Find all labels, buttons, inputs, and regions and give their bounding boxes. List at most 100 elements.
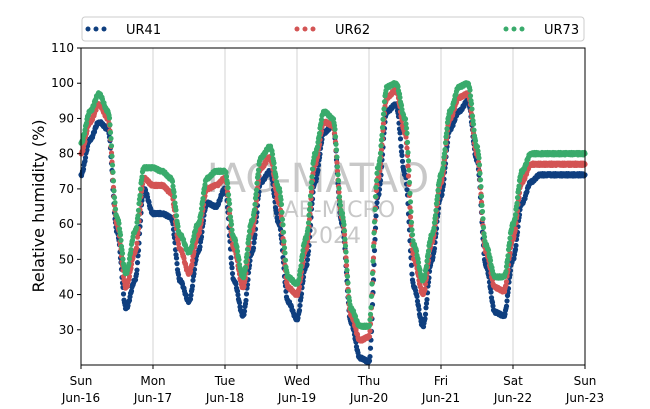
trace-dot — [171, 194, 178, 200]
trace-dot — [398, 143, 404, 150]
trace-dot — [504, 257, 511, 263]
trace-dot — [119, 250, 126, 256]
trace-dot — [407, 199, 414, 205]
trace-dot — [379, 132, 385, 138]
trace-dot — [197, 244, 203, 250]
trace-dot — [423, 263, 430, 269]
trace-dot — [332, 126, 338, 132]
trace-dot — [280, 222, 286, 228]
trace-dot — [277, 189, 283, 195]
trace-dot — [308, 179, 315, 186]
trace-dot — [282, 257, 289, 263]
trace-dot — [403, 121, 409, 127]
trace-dot — [333, 147, 340, 153]
trace-dot — [422, 316, 428, 322]
trace-dot — [406, 179, 413, 186]
trace-dot — [369, 270, 376, 277]
trace-dot — [479, 208, 486, 215]
trace-dot — [134, 234, 141, 240]
trace-dot — [227, 214, 234, 220]
trace-dot — [136, 196, 143, 202]
trace-dot — [133, 271, 140, 277]
trace-dot — [467, 93, 474, 99]
trace-dot — [443, 130, 450, 137]
trace-dot — [308, 189, 315, 195]
trace-dot — [472, 138, 479, 144]
trace-dot — [470, 121, 477, 127]
trace-dot — [377, 155, 383, 161]
trace-dot — [342, 236, 348, 242]
trace-dot — [190, 277, 196, 283]
trace-dot — [512, 246, 519, 253]
trace-dot — [408, 262, 415, 268]
trace-dot — [442, 140, 449, 146]
trace-dot — [255, 171, 261, 177]
trace-dot — [307, 193, 314, 199]
trace-dot — [424, 296, 430, 303]
trace-dot — [303, 235, 310, 242]
trace-dot — [378, 137, 385, 143]
trace-dot — [440, 160, 447, 166]
trace-dot — [134, 219, 140, 225]
legend-marker — [503, 26, 509, 32]
trace-dot — [372, 193, 379, 200]
trace-dot — [404, 130, 410, 136]
trace-dot — [368, 304, 374, 311]
trace-dot — [308, 185, 314, 191]
trace-dot — [409, 232, 416, 238]
trace-dot — [174, 261, 180, 267]
trace-dot — [189, 283, 196, 289]
trace-dot — [315, 139, 321, 145]
trace-dot — [133, 224, 140, 231]
trace-dot — [436, 177, 443, 183]
trace-dot — [417, 267, 423, 273]
trace-dot — [171, 189, 177, 195]
trace-dot — [279, 216, 286, 223]
trace-dot — [279, 209, 285, 215]
trace-dot — [368, 293, 375, 299]
x-tick-label-date: Jun-18 — [205, 391, 244, 405]
trace-dot — [134, 267, 140, 273]
legend-marker — [101, 26, 107, 32]
trace-dot — [254, 180, 260, 186]
trace-dot — [503, 303, 510, 309]
trace-dot — [366, 322, 373, 328]
trace-dot — [189, 261, 195, 268]
trace-dot — [380, 116, 386, 122]
watermark-line-3: 2024 — [305, 224, 361, 249]
trace-dot — [373, 213, 379, 219]
trace-dot — [229, 270, 236, 277]
trace-dot — [344, 267, 350, 273]
trace-dot — [107, 129, 114, 136]
x-tick-label-day: Sat — [503, 374, 523, 388]
trace-dot — [271, 165, 278, 171]
trace-dot — [225, 185, 231, 191]
trace-dot — [507, 235, 513, 241]
legend-marker — [519, 26, 525, 32]
trace-dot — [225, 192, 232, 198]
trace-dot — [433, 201, 440, 207]
trace-dot — [226, 197, 232, 203]
trace-dot — [409, 271, 415, 277]
trace-dot — [273, 210, 280, 216]
trace-dot — [480, 216, 486, 222]
trace-dot — [280, 229, 287, 235]
x-axis: Sun Jun-16 Mon Jun-17 Tue Jun-18 Wed Jun-19 Thu J… — [61, 365, 604, 405]
trace-dot — [269, 151, 276, 157]
data-points — [78, 79, 588, 366]
trace-dot — [128, 247, 134, 253]
x-tick-label-date: Jun-19 — [277, 391, 316, 405]
trace-dot — [378, 143, 384, 149]
trace-dot — [413, 248, 420, 254]
trace-dot — [306, 212, 312, 218]
trace-dot — [422, 272, 428, 278]
trace-dot — [108, 143, 115, 149]
trace-dot — [477, 177, 484, 183]
trace-dot — [474, 144, 481, 150]
trace-dot — [405, 149, 411, 156]
trace-dot — [512, 212, 519, 218]
trace-dot — [514, 200, 520, 206]
trace-dot — [137, 186, 144, 192]
trace-dot — [398, 102, 405, 109]
trace-dot — [136, 200, 142, 207]
